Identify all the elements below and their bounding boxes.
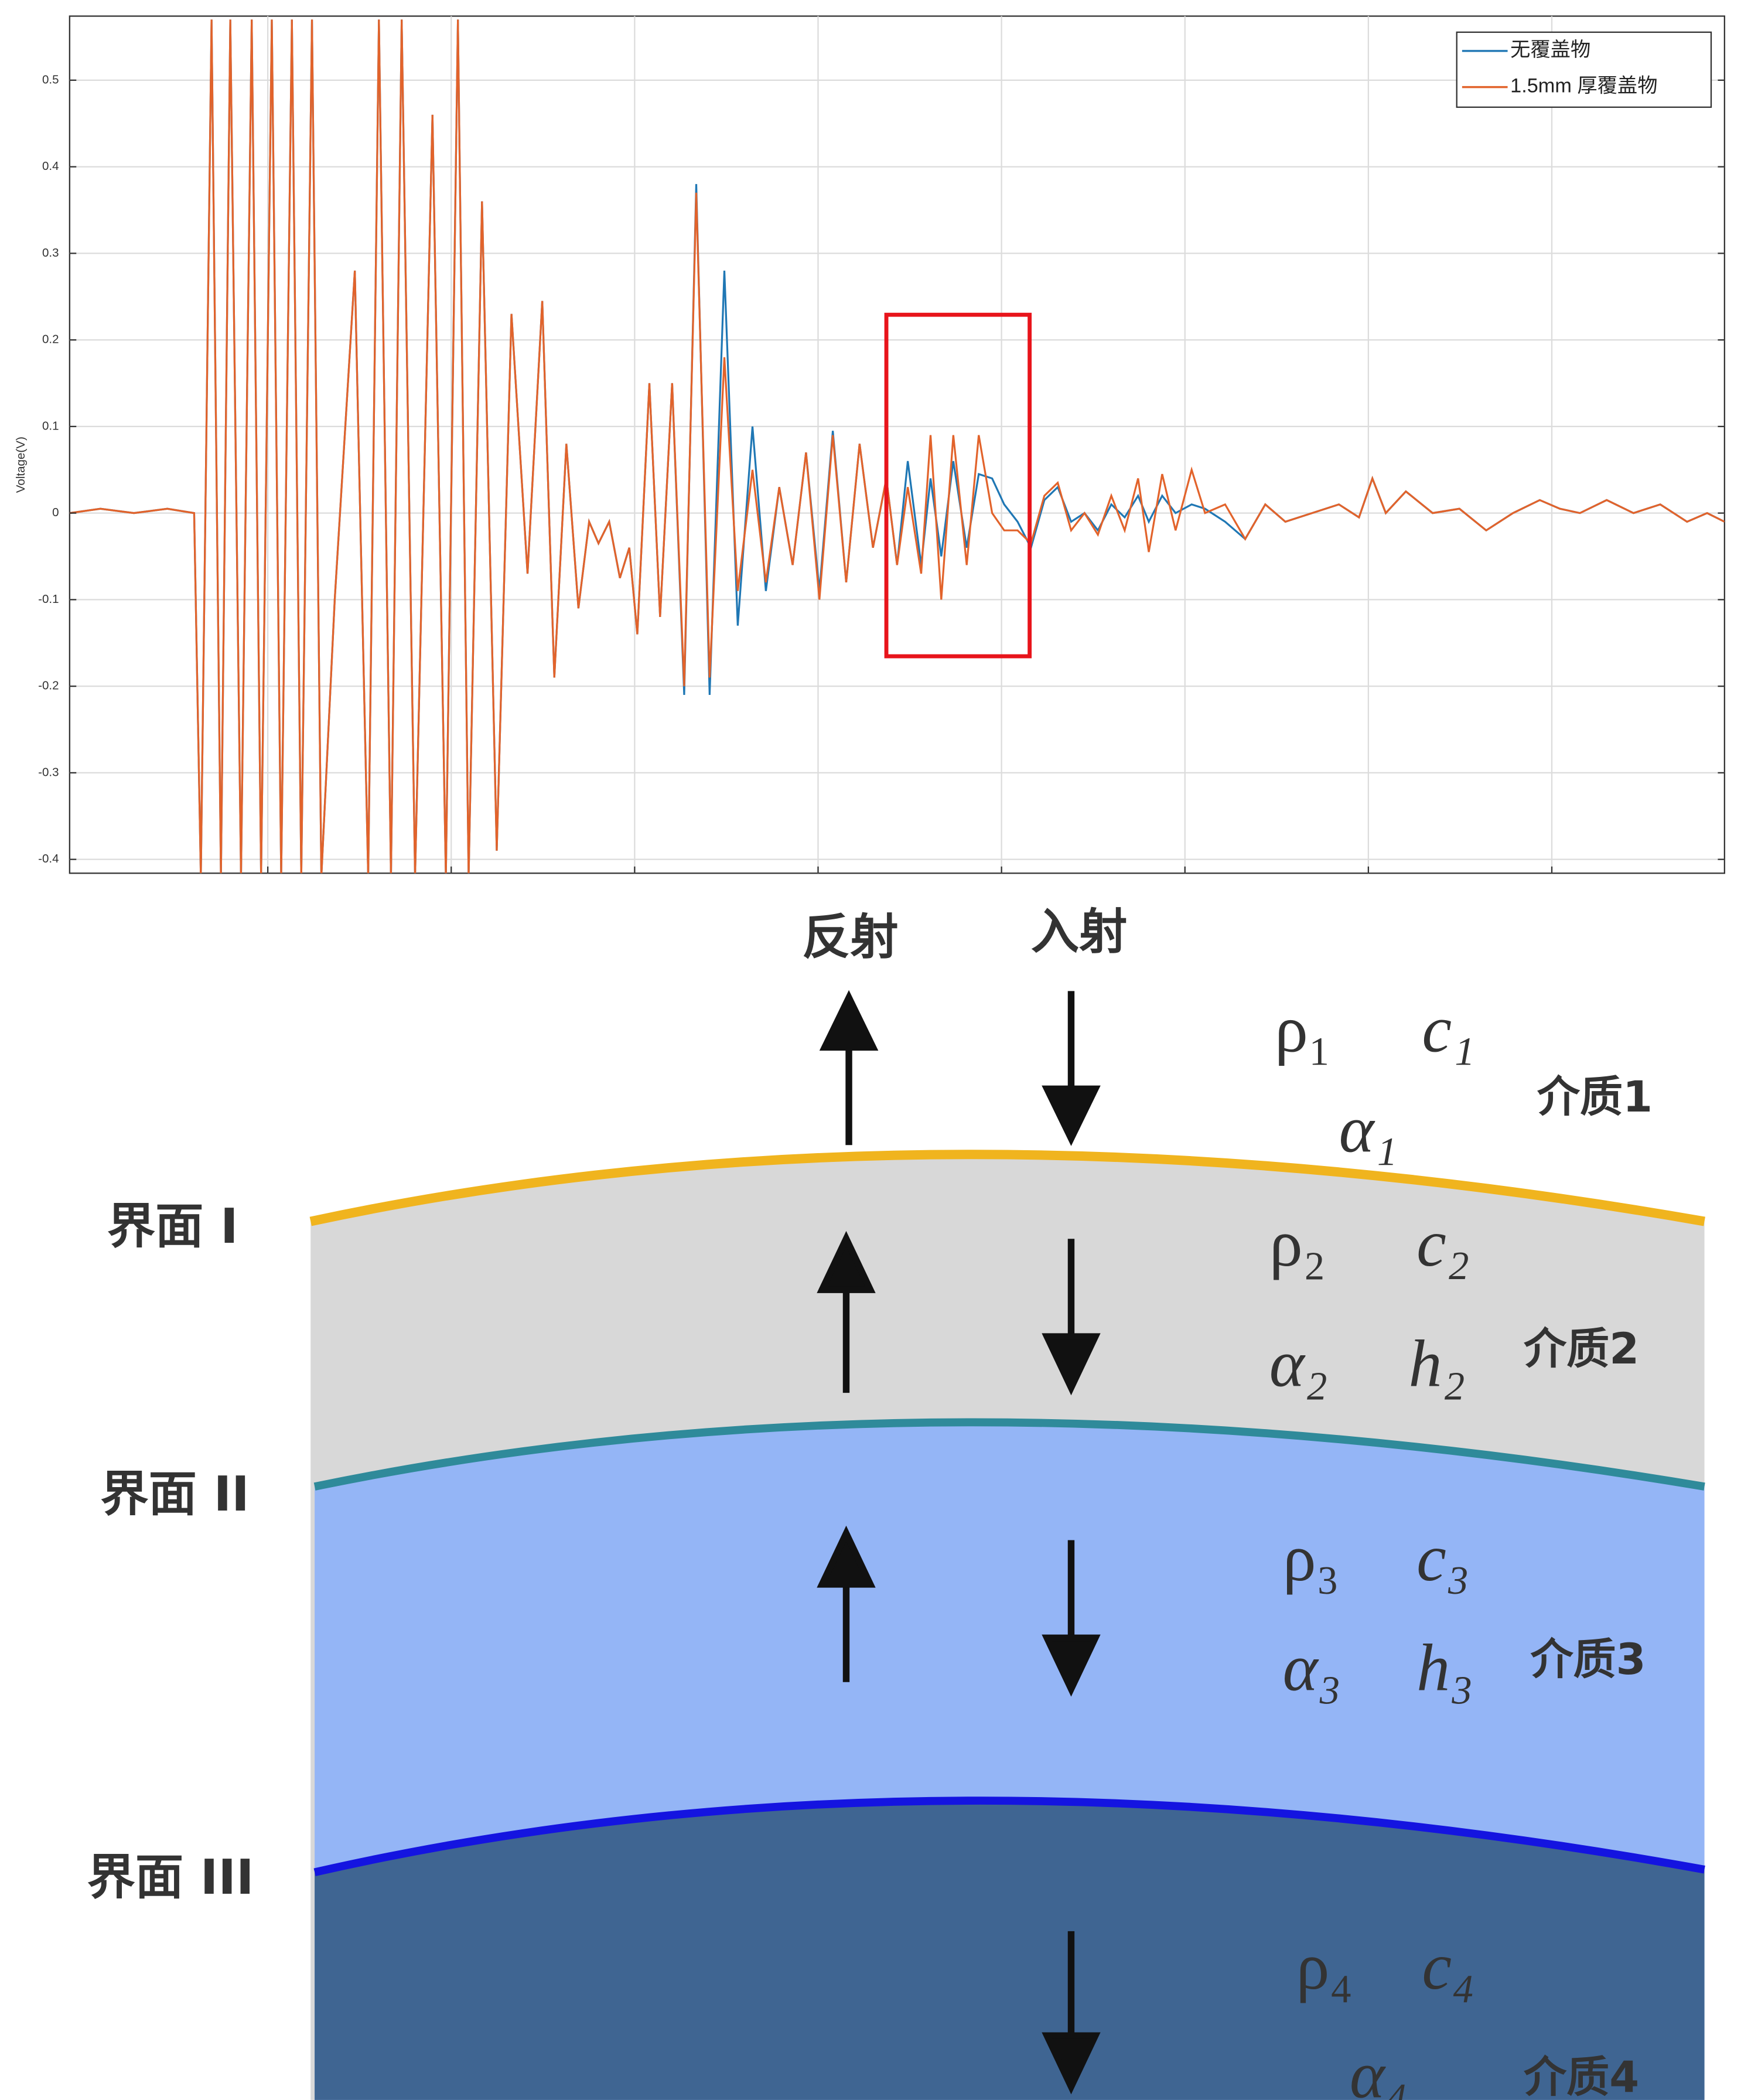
interface-label: 界面 II [100, 1467, 249, 1522]
interface-2 [313, 1418, 1705, 1491]
medium-label: 介质1 [1537, 1072, 1653, 1122]
medium-4 [315, 1801, 1705, 2100]
speed: c₁ [1422, 991, 1474, 1066]
arrow-head [817, 1230, 876, 1293]
reflection-label: 反射 [802, 909, 899, 965]
legend: 无覆盖物 1.5mm 厚覆盖物 [1456, 31, 1712, 108]
medium-label: 介质2 [1524, 1324, 1639, 1374]
arrow-head [1042, 1085, 1101, 1146]
y-axis-label: Voltage(V) [14, 437, 28, 493]
line-series [69, 19, 1725, 874]
arrow-head [819, 990, 879, 1051]
arrow-head [817, 1525, 876, 1588]
density: ρ₂ [1269, 1206, 1326, 1280]
speed: c₂ [1416, 1206, 1469, 1280]
density: ρ₄ [1296, 1929, 1353, 2003]
legend-label: 1.5mm 厚覆盖物 [1510, 75, 1657, 97]
y-tick-label: -0.1 [38, 592, 59, 606]
diagram: 反射 入射 界面 I 界面 II 界面 III ρ₁ c₁ α₁ 介质1 ρ₂ … [87, 904, 1705, 2100]
y-tick-label: 0.1 [42, 419, 59, 432]
legend-label: 无覆盖物 [1510, 39, 1590, 61]
interface-label: 界面 III [87, 1850, 254, 1905]
attenuation: α₂ [1269, 1327, 1328, 1401]
y-tick-label: 0.3 [42, 246, 59, 260]
y-tick-label: 0.2 [42, 333, 59, 346]
y-tick-label: -0.3 [38, 765, 59, 779]
incident-label: 入射 [1031, 904, 1128, 960]
density: ρ₃ [1283, 1521, 1340, 1595]
y-tick-label: 0.5 [42, 73, 59, 86]
arrow-head [1042, 1634, 1101, 1697]
attenuation: α₁ [1339, 1092, 1398, 1167]
highlight-box [884, 312, 1032, 659]
y-tick-label: 0 [52, 506, 59, 519]
arrows [817, 990, 1101, 2095]
arrow-head [1042, 1333, 1101, 1396]
thickness: h₃ [1416, 1631, 1473, 1705]
legend-box [1456, 31, 1712, 108]
arrow-head [1042, 2032, 1101, 2095]
y-tick-label: 0.4 [42, 159, 59, 173]
attenuation: α₃ [1283, 1631, 1341, 1705]
attenuation: α₄ [1350, 2037, 1408, 2100]
medium-label: 介质3 [1530, 1635, 1646, 1685]
y-tick-label: -0.4 [38, 852, 59, 865]
interface-3 [313, 1796, 1705, 1877]
speed: c₄ [1422, 1929, 1474, 2003]
density: ρ₁ [1275, 991, 1332, 1066]
chart: Voltage(V) -0.4 -0.3 -0.2 -0.1 0 0.1 0.2 0.3 0.4… [14, 15, 1726, 874]
interface-label: 界面 I [107, 1199, 238, 1254]
speed: c₃ [1416, 1521, 1469, 1595]
plot-area [69, 15, 1726, 874]
y-tick-label: -0.2 [38, 679, 59, 693]
medium-label: 介质4 [1524, 2053, 1639, 2100]
thickness: h₂ [1408, 1327, 1465, 1401]
interface-1 [309, 1150, 1705, 1226]
